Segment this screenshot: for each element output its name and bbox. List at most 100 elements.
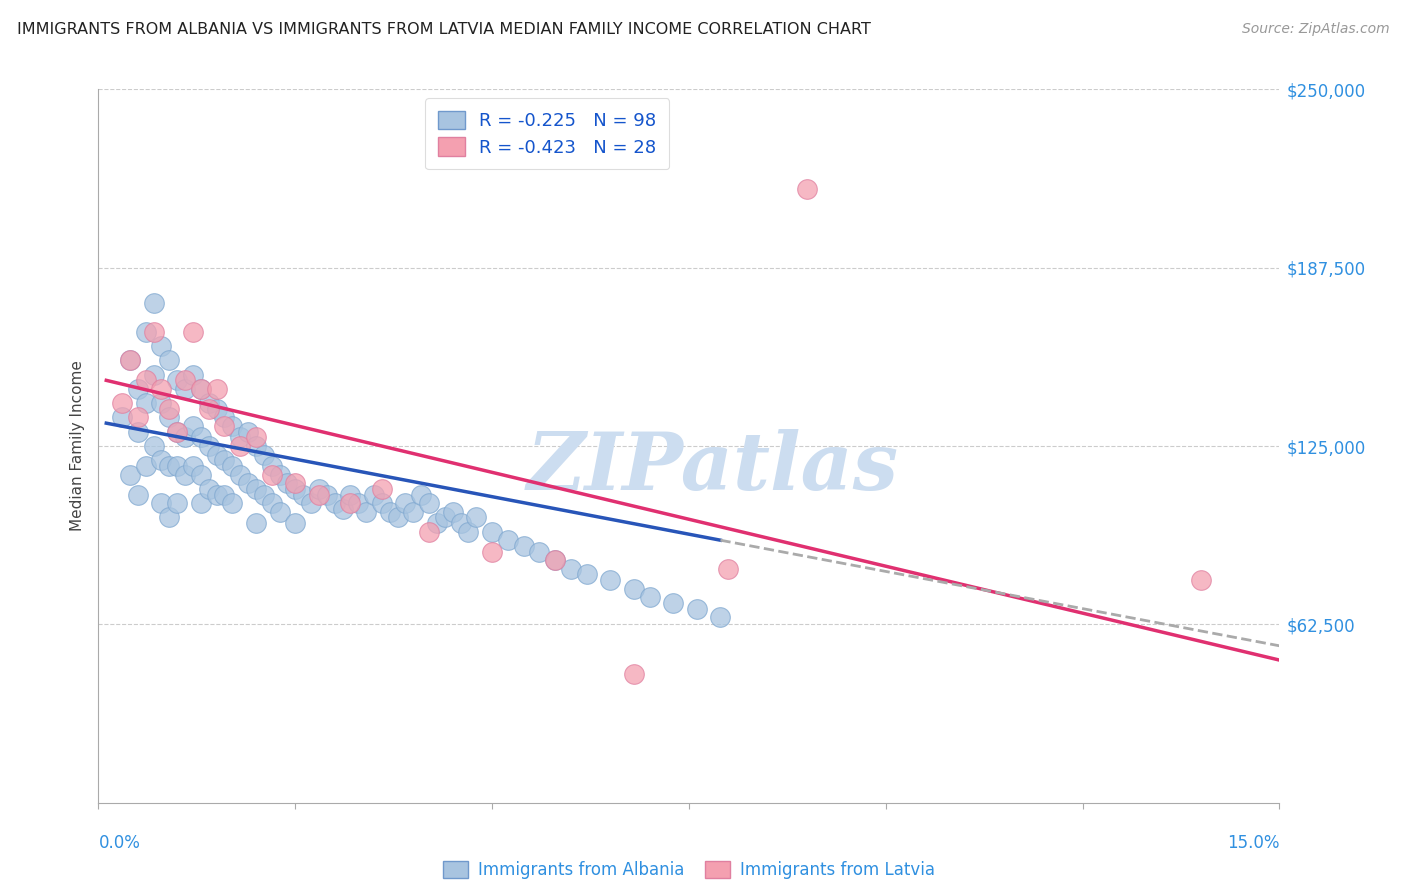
Point	[157, 510, 180, 524]
Point	[229, 439, 252, 453]
Point	[214, 453, 236, 467]
Point	[135, 458, 157, 473]
Point	[166, 425, 188, 439]
Point	[229, 430, 252, 444]
Point	[426, 516, 449, 530]
Point	[190, 430, 212, 444]
Point	[181, 419, 204, 434]
Point	[205, 401, 228, 416]
Point	[197, 396, 219, 410]
Point	[236, 476, 259, 491]
Point	[142, 325, 165, 339]
Point	[214, 487, 236, 501]
Point	[481, 544, 503, 558]
Point	[796, 182, 818, 196]
Point	[166, 458, 188, 473]
Point	[284, 482, 307, 496]
Point	[269, 467, 291, 482]
Text: ZIPatlas: ZIPatlas	[526, 429, 898, 506]
Point	[260, 467, 283, 482]
Point	[332, 501, 354, 516]
Point	[575, 567, 598, 582]
Point	[197, 439, 219, 453]
Point	[529, 544, 551, 558]
Point	[166, 496, 188, 510]
Point	[371, 482, 394, 496]
Point	[157, 410, 180, 425]
Point	[323, 496, 346, 510]
Point	[142, 439, 165, 453]
Legend: Immigrants from Albania, Immigrants from Latvia: Immigrants from Albania, Immigrants from…	[434, 853, 943, 888]
Point	[127, 410, 149, 425]
Text: 15.0%: 15.0%	[1227, 834, 1279, 852]
Point	[157, 353, 180, 368]
Point	[284, 516, 307, 530]
Point	[190, 382, 212, 396]
Point	[253, 487, 276, 501]
Point	[181, 368, 204, 382]
Point	[127, 487, 149, 501]
Point	[394, 496, 416, 510]
Point	[662, 596, 685, 610]
Point	[315, 487, 337, 501]
Point	[465, 510, 488, 524]
Point	[599, 573, 621, 587]
Point	[496, 533, 519, 548]
Point	[221, 458, 243, 473]
Point	[450, 516, 472, 530]
Point	[221, 496, 243, 510]
Point	[544, 553, 567, 567]
Point	[260, 458, 283, 473]
Point	[174, 467, 197, 482]
Point	[197, 482, 219, 496]
Point	[544, 553, 567, 567]
Point	[709, 610, 731, 624]
Point	[339, 496, 361, 510]
Point	[214, 410, 236, 425]
Point	[481, 524, 503, 539]
Point	[378, 505, 401, 519]
Point	[276, 476, 298, 491]
Point	[166, 373, 188, 387]
Point	[174, 382, 197, 396]
Point	[229, 467, 252, 482]
Point	[135, 373, 157, 387]
Point	[560, 562, 582, 576]
Text: Source: ZipAtlas.com: Source: ZipAtlas.com	[1241, 22, 1389, 37]
Point	[354, 505, 377, 519]
Point	[150, 496, 173, 510]
Point	[269, 505, 291, 519]
Point	[260, 496, 283, 510]
Point	[111, 410, 134, 425]
Point	[127, 382, 149, 396]
Point	[150, 453, 173, 467]
Point	[245, 439, 267, 453]
Point	[284, 476, 307, 491]
Point	[197, 401, 219, 416]
Point	[638, 591, 661, 605]
Point	[308, 487, 330, 501]
Point	[245, 482, 267, 496]
Point	[190, 496, 212, 510]
Point	[339, 487, 361, 501]
Point	[686, 601, 709, 615]
Point	[245, 430, 267, 444]
Point	[174, 430, 197, 444]
Point	[190, 382, 212, 396]
Point	[411, 487, 433, 501]
Point	[623, 582, 645, 596]
Point	[245, 516, 267, 530]
Point	[142, 296, 165, 310]
Point	[347, 496, 370, 510]
Point	[253, 448, 276, 462]
Point	[190, 467, 212, 482]
Point	[150, 382, 173, 396]
Point	[150, 396, 173, 410]
Point	[214, 419, 236, 434]
Y-axis label: Median Family Income: Median Family Income	[70, 360, 86, 532]
Point	[236, 425, 259, 439]
Point	[166, 425, 188, 439]
Point	[174, 373, 197, 387]
Point	[111, 396, 134, 410]
Point	[181, 458, 204, 473]
